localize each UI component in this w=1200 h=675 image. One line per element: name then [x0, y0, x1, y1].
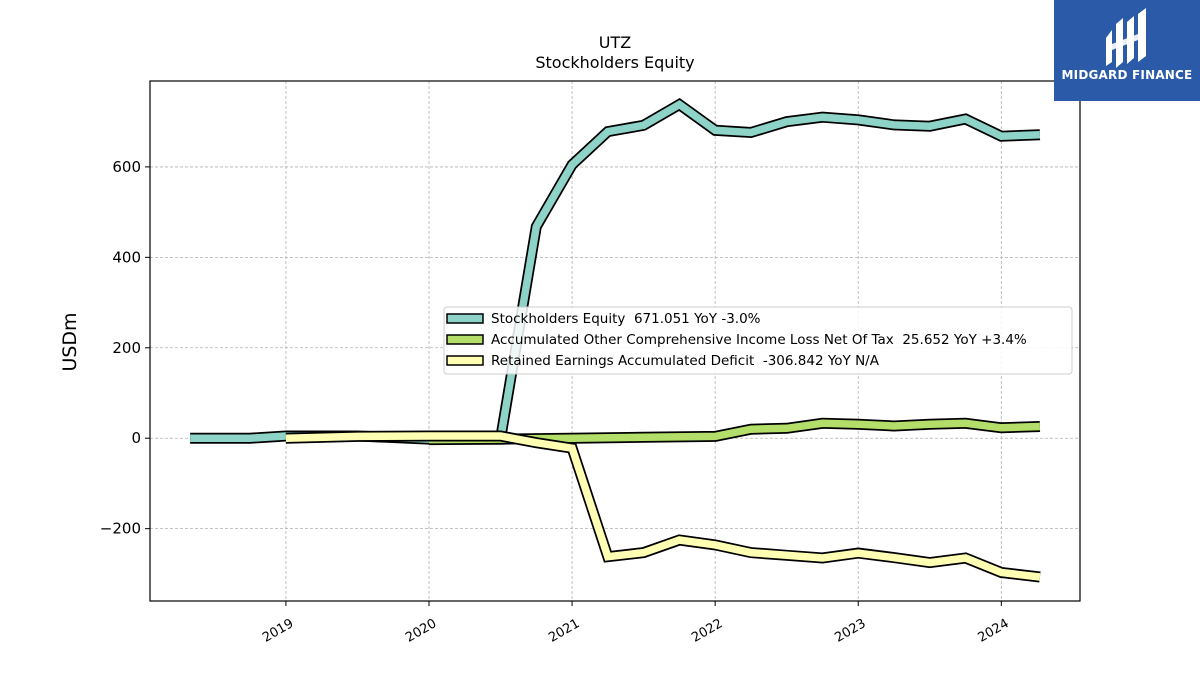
y-axis-label: USDm	[59, 312, 81, 371]
legend-swatch-stockholders-equity	[446, 313, 484, 324]
chart-subtitle: Stockholders Equity	[535, 53, 694, 72]
x-tick-label: 2024	[975, 616, 1011, 646]
legend-item: Stockholders Equity 671.051 YoY -3.0%	[446, 311, 761, 327]
legend-swatch-retained-earnings	[446, 355, 484, 366]
series-line-retained-earnings	[285, 432, 1041, 581]
y-tick-label: 400	[112, 248, 141, 266]
y-tick-label: 0	[131, 429, 141, 447]
logo-text: MIDGARD FINANCE	[1061, 68, 1193, 82]
y-tick-label: −200	[100, 520, 141, 538]
x-tick-label: 2020	[403, 616, 439, 646]
legend-item: Retained Earnings Accumulated Deficit -3…	[446, 353, 880, 369]
x-tick-label: 2019	[260, 616, 296, 646]
legend-label-aoci: Accumulated Other Comprehensive Income L…	[491, 332, 1027, 348]
series-line-aoci	[428, 419, 1041, 444]
series-outline-retained-earnings	[285, 430, 1041, 583]
x-tick-label: 2021	[546, 616, 582, 646]
legend-item: Accumulated Other Comprehensive Income L…	[446, 332, 1027, 348]
y-tick-label: 200	[112, 339, 141, 357]
legend: Stockholders Equity 671.051 YoY -3.0% Ac…	[443, 306, 1073, 375]
midgard-logo-mark-icon	[1106, 8, 1146, 68]
plot-frame	[149, 80, 1081, 602]
series-line-stockholders-equity	[190, 100, 1041, 443]
chart-title: UTZ	[599, 33, 631, 52]
series-outline-stockholders-equity	[190, 97, 1041, 445]
series-lines	[190, 97, 1041, 583]
x-tick-label: 2023	[832, 616, 868, 646]
legend-swatch-aoci	[446, 334, 484, 345]
x-tick-label: 2022	[689, 616, 725, 646]
legend-box	[443, 306, 1073, 375]
legend-label-retained-earnings: Retained Earnings Accumulated Deficit -3…	[491, 353, 880, 369]
x-axis-ticks: 2019 2020 2021 2022 2023 2024	[260, 601, 1012, 646]
midgard-finance-logo: MIDGARD FINANCE	[1054, 0, 1200, 101]
legend-label-stockholders-equity: Stockholders Equity 671.051 YoY -3.0%	[491, 311, 761, 327]
y-tick-label: 600	[112, 158, 141, 176]
y-axis-ticks: −200 0 200 400 600	[100, 158, 150, 538]
